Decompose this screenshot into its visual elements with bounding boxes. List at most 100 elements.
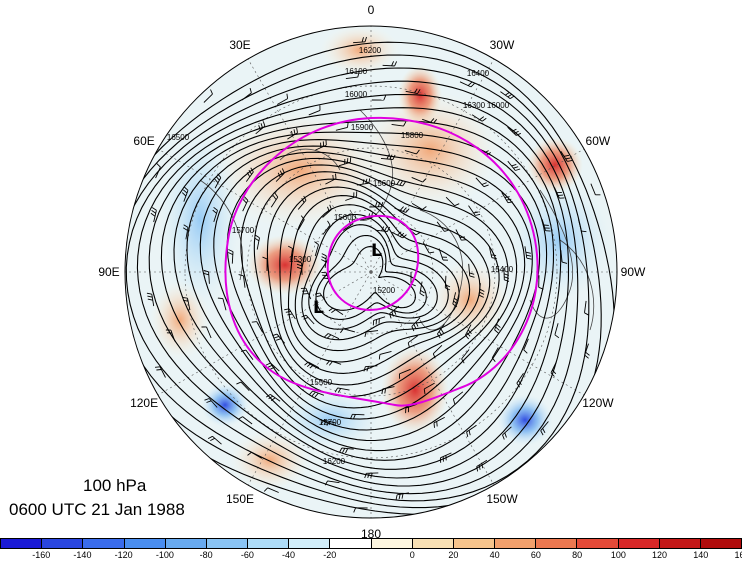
wind-barb (382, 61, 398, 67)
wind-barb (439, 452, 452, 463)
wind-barb (339, 447, 354, 454)
wind-barb (466, 424, 477, 438)
coastline (559, 239, 595, 331)
colorbar-swatch (289, 539, 331, 548)
wind-barb (263, 487, 279, 493)
longitude-label: 120W (582, 396, 614, 410)
longitude-labels: 0 30W 60W 90W 120W 150W 180 150E 120E 90E 60E 30E (98, 3, 646, 541)
wind-barb (404, 149, 420, 155)
longitude-label: 150W (486, 492, 518, 506)
contour-label: 15300 (289, 255, 312, 264)
wind-barb (411, 176, 427, 183)
wind-barb (554, 323, 560, 339)
wind-barb (540, 421, 549, 436)
wind-barb (212, 206, 218, 223)
wind-barb (154, 366, 166, 378)
wind-barb (238, 274, 246, 288)
wind-barb (297, 215, 305, 231)
colorbar-swatch (412, 539, 454, 548)
polar-vortex-rings (224, 116, 539, 407)
height-contour (266, 178, 491, 386)
low-center-label: L (371, 241, 382, 261)
wind-barb (334, 387, 350, 393)
wind-barb (390, 180, 406, 187)
colorbar: -160 -140 -120 -100 -80 -60 -40 -20 0 20 40 60 80 100… (0, 538, 742, 561)
height-contour (226, 157, 518, 420)
colorbar-swatch (495, 539, 537, 548)
wind-barb (276, 93, 289, 105)
contour-label: 15700 (319, 418, 342, 427)
wind-barb (217, 297, 227, 311)
wind-barb (320, 419, 336, 426)
colorbar-tick-label: 100 (610, 550, 626, 560)
wind-barb (476, 459, 488, 472)
wind-barb (437, 323, 445, 339)
longitude-label: 90W (621, 265, 646, 279)
wind-barb (407, 335, 419, 348)
wind-barb (321, 253, 327, 268)
wind-barb (550, 361, 557, 377)
wind-barb (445, 196, 460, 207)
contour-label: 16000 (345, 90, 368, 99)
colorbar-tick-label: -120 (114, 550, 133, 560)
coastline (199, 179, 243, 281)
contour-label: 15700 (232, 226, 255, 235)
wind-barb (287, 245, 293, 261)
wind-barb (432, 344, 443, 359)
colorbar-swatch (618, 539, 660, 548)
wind-barb (541, 219, 551, 232)
contour-label: 15400 (491, 265, 514, 274)
wind-barb (391, 231, 407, 239)
wind-barb (380, 154, 396, 160)
wind-barb (308, 390, 325, 398)
outer-vortex-ring (224, 116, 539, 407)
colorbar-tick-label: -100 (155, 550, 174, 560)
low-center-label: L (313, 298, 324, 318)
wind-barb (411, 317, 421, 332)
height-contour (213, 151, 526, 431)
wind-barb (468, 263, 475, 278)
wind-barb (411, 203, 427, 210)
wind-barb (433, 416, 445, 428)
coastline (419, 209, 463, 331)
wind-barb (296, 260, 303, 275)
wind-barb (308, 105, 321, 116)
wind-barb (201, 326, 212, 339)
meridian-line (370, 58, 495, 273)
wind-barb (500, 91, 515, 99)
colorbar-swatch (536, 539, 578, 548)
wind-barb (265, 362, 280, 372)
wind-barb (395, 492, 409, 500)
height-contour (308, 224, 438, 330)
colorbar-tick-label: 60 (530, 550, 541, 560)
wind-barb (465, 324, 472, 340)
wind-barb (300, 287, 312, 300)
wind-barb (372, 316, 386, 326)
wind-barb (181, 186, 189, 202)
wind-barb (272, 333, 286, 344)
colorbar-swatch (248, 539, 290, 548)
wind-barb (204, 398, 218, 408)
wind-barb (452, 391, 464, 405)
height-contour (136, 93, 570, 487)
height-contour (199, 145, 533, 442)
wind-barb (207, 435, 222, 445)
height-contour (186, 139, 541, 452)
height-contour (240, 164, 509, 409)
longitude-label: 90E (98, 265, 119, 279)
wind-barb (242, 196, 249, 212)
wind-barb (241, 87, 252, 101)
wind-barb (203, 89, 213, 103)
height-contour (148, 107, 562, 479)
wind-barb (452, 292, 459, 308)
contour-label: 16100 (345, 67, 368, 76)
wind-barb (399, 368, 411, 379)
wind-barb (507, 126, 521, 136)
colorbar-tick-label: -60 (240, 550, 254, 560)
wind-barb (150, 207, 157, 223)
wind-barb (254, 234, 260, 250)
wind-barb (378, 350, 392, 360)
wind-barb (364, 472, 379, 479)
colorbar-swatch (42, 539, 84, 548)
